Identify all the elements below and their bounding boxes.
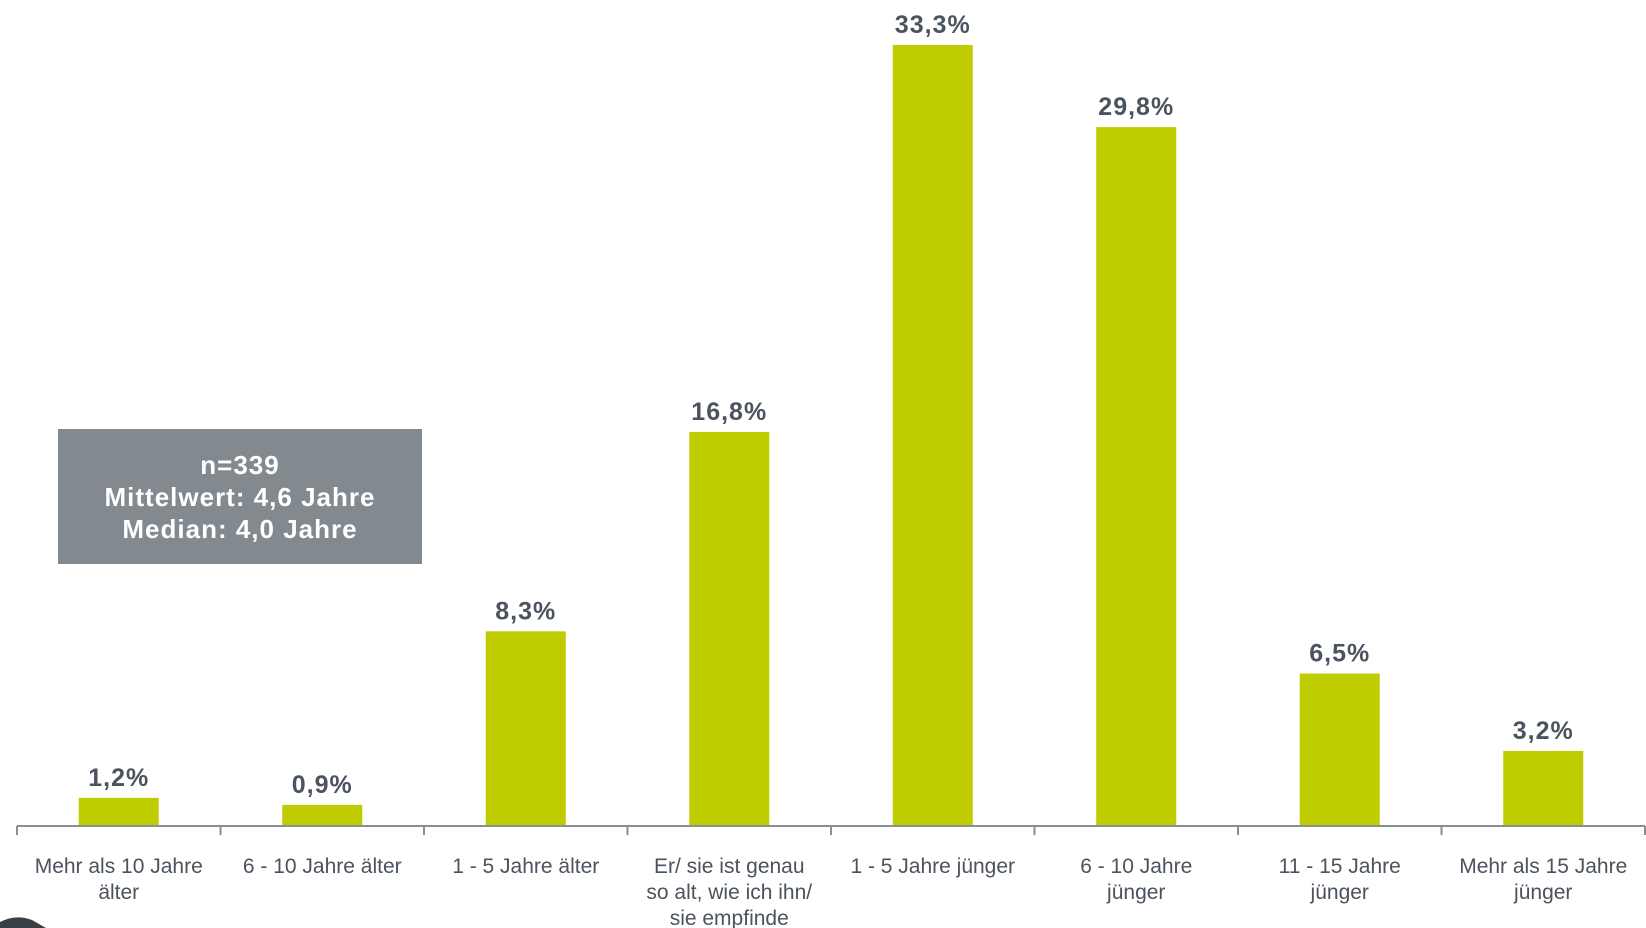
corner-decoration [0, 917, 46, 928]
bar [485, 631, 566, 826]
bar [1299, 673, 1380, 826]
category-label-line: 11 - 15 Jahre [1279, 855, 1401, 878]
x-axis [16, 825, 1646, 835]
category-label-line: so alt, wie ich ihn/ [646, 881, 812, 904]
category-labels-group: Mehr als 10 Jahre älter 6 - 10 Jahre älter… [35, 855, 1628, 928]
category-label-line: jünger [1106, 881, 1165, 904]
category-label-line: 1 - 5 Jahre jünger [850, 855, 1015, 878]
data-label: 8,3% [495, 597, 556, 625]
category-label: 6 - 10 Jahre älter [243, 855, 402, 878]
bar [892, 45, 973, 826]
data-label: 1,2% [88, 764, 149, 792]
bar [689, 431, 770, 826]
category-label-line: Er/ sie ist genau [654, 855, 805, 878]
stats-box: n=339 Mittelwert: 4,6 Jahre Median: 4,0 … [58, 429, 422, 564]
category-label-line: 6 - 10 Jahre [1080, 855, 1192, 878]
category-label: Mehr als 15 Jahre jünger [1459, 855, 1627, 904]
bar [1096, 127, 1177, 826]
category-label: Er/ sie ist genau so alt, wie ich ihn/sie… [646, 855, 812, 928]
bars-group [78, 45, 1584, 826]
category-label: 11 - 15 Jahre jünger [1279, 855, 1401, 904]
category-label-line: älter [98, 881, 139, 904]
bar [1503, 750, 1584, 826]
data-label: 3,2% [1513, 717, 1574, 745]
stats-median: Median: 4,0 Jahre [122, 513, 358, 544]
category-label-line: Mehr als 15 Jahre [1459, 855, 1627, 878]
data-label: 16,8% [691, 398, 767, 426]
data-label: 6,5% [1309, 640, 1370, 668]
category-label: 1 - 5 Jahre jünger [850, 855, 1015, 878]
category-label-line: sie empfinde [670, 907, 789, 928]
category-label: 1 - 5 Jahre älter [452, 855, 599, 878]
stats-mean: Mittelwert: 4,6 Jahre [104, 481, 376, 512]
stats-sample-size: n=339 [200, 449, 280, 480]
category-label: 6 - 10 Jahre jünger [1080, 855, 1192, 904]
bar [78, 797, 159, 826]
value-labels-group: 1,2% 0,9% 8,3% 16,8% 33,3% 29,8% 6,5% 3,2% [88, 11, 1574, 799]
category-label: Mehr als 10 Jahre älter [35, 855, 203, 904]
data-label: 29,8% [1098, 93, 1174, 121]
category-label-line: jünger [1513, 881, 1572, 904]
data-label: 0,9% [292, 771, 353, 799]
category-label-line: 6 - 10 Jahre älter [243, 855, 402, 878]
data-label: 33,3% [895, 11, 971, 39]
category-label-line: Mehr als 10 Jahre [35, 855, 203, 878]
bar [282, 804, 363, 826]
category-label-line: 1 - 5 Jahre älter [452, 855, 599, 878]
category-label-line: jünger [1310, 881, 1369, 904]
